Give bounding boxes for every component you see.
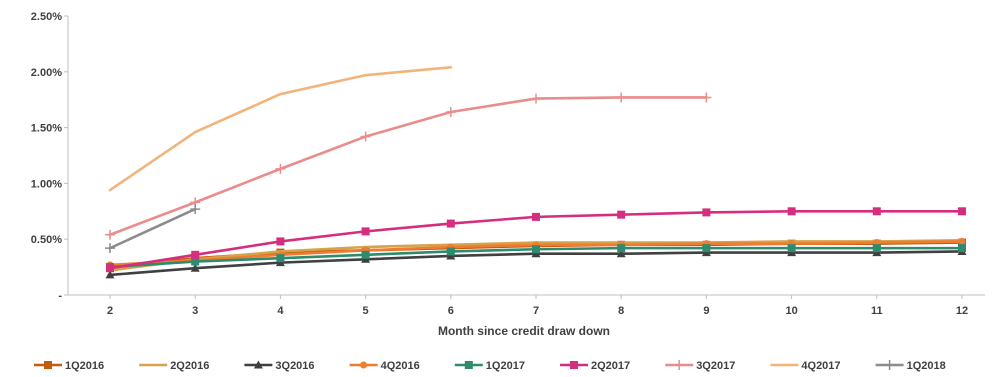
data-point-3q2017	[275, 163, 286, 174]
x-tick-label: 8	[618, 305, 624, 317]
data-point-3q2017	[701, 92, 712, 103]
legend-label: 2Q2017	[591, 360, 630, 372]
data-point-1q2018	[190, 204, 201, 215]
data-point-2q2017	[361, 227, 370, 236]
data-point-2q2017	[958, 207, 966, 216]
legend-label: 2Q2016	[170, 360, 209, 372]
data-point-2q2017	[191, 250, 200, 259]
data-point-1q2017	[361, 250, 370, 259]
series-layer	[105, 66, 967, 279]
x-tick-label: 5	[363, 305, 369, 317]
x-tick-label: 10	[785, 305, 797, 317]
data-point-2q2017	[532, 212, 540, 221]
legend: 1Q2016 2Q2016 3Q2016 4Q2016 1Q2017 2Q2017 3Q20…	[34, 360, 946, 372]
data-point-2q2017	[446, 219, 455, 228]
x-tick-label: 4	[277, 305, 284, 317]
data-point-2q2017	[787, 207, 796, 216]
legend-item-1q2016: 1Q2016	[34, 360, 104, 372]
data-point-1q2017	[191, 257, 200, 266]
legend-item-2q2016: 2Q2016	[139, 360, 209, 372]
data-point-2q2017	[872, 207, 881, 216]
x-tick-label: 2	[107, 305, 113, 317]
series-line-1q2018	[108, 207, 197, 250]
legend-label: 1Q2018	[907, 360, 946, 372]
data-point-3q2016	[616, 249, 626, 258]
x-tick-label: 7	[533, 305, 539, 317]
legend-item-3q2017: 3Q2017	[665, 360, 735, 372]
legend-item-3q2016: 3Q2016	[244, 360, 315, 372]
data-point-1q2018	[105, 243, 115, 254]
legend-label: 1Q2017	[486, 360, 525, 372]
axes-layer	[67, 16, 985, 296]
legend-item-4q2017: 4Q2017	[770, 360, 841, 372]
data-point-2q2017	[276, 237, 285, 246]
data-point-3q2017	[616, 92, 627, 103]
legend-label: 4Q2016	[381, 360, 420, 372]
series-3q2017	[105, 92, 712, 240]
series-line-4q2017	[108, 66, 453, 192]
y-tick-label: 0.50%	[31, 234, 62, 246]
x-tick-label: 3	[192, 305, 198, 317]
y-tick-label: 1.00%	[31, 178, 62, 190]
data-point-2q2017	[106, 264, 114, 273]
series-2q2017	[106, 207, 966, 273]
x-tick-label: 11	[871, 305, 883, 317]
data-point-1q2017	[958, 244, 966, 253]
series-1q2018	[105, 204, 201, 254]
legend-label: 3Q2017	[696, 360, 735, 372]
series-line-3q2017	[108, 96, 708, 237]
data-point-1q2017	[702, 244, 711, 253]
legend-marker	[44, 361, 52, 369]
legend-item-4q2016: 4Q2016	[349, 360, 420, 372]
data-point-3q2017	[360, 131, 371, 142]
data-point-3q2017	[105, 229, 115, 240]
x-axis-title: Month since credit draw down	[438, 324, 610, 338]
legend-item-1q2017: 1Q2017	[454, 360, 525, 372]
x-tick-label: 12	[956, 305, 968, 317]
legend-label: 1Q2016	[65, 360, 104, 372]
data-point-2q2017	[617, 210, 626, 219]
series-4q2017	[108, 66, 453, 192]
series-1q2017	[106, 244, 966, 272]
legend-marker	[360, 361, 368, 369]
data-point-4q2016	[958, 237, 966, 245]
legend-marker	[884, 360, 895, 370]
data-point-3q2016	[105, 270, 115, 279]
data-point-1q2017	[532, 245, 540, 254]
y-ticks: - 0.50% 1.00% 1.50% 2.00% 2.50%	[31, 11, 68, 302]
data-point-1q2017	[276, 254, 285, 263]
data-point-1q2017	[787, 244, 796, 253]
legend-label: 4Q2017	[801, 360, 840, 372]
y-tick-label: 2.00%	[31, 67, 62, 79]
legend-item-1q2018: 1Q2018	[875, 360, 946, 372]
data-point-1q2017	[872, 244, 881, 253]
x-tick-label: 9	[703, 305, 709, 317]
data-point-1q2017	[446, 247, 455, 256]
legend-marker	[570, 361, 578, 369]
legend-marker	[464, 361, 473, 369]
legend-marker	[253, 360, 263, 369]
x-tick-label: 6	[448, 305, 454, 317]
data-point-3q2017	[531, 93, 541, 104]
data-point-3q2016	[190, 263, 200, 272]
data-point-3q2017	[445, 106, 456, 117]
y-tick-label: -	[58, 290, 62, 302]
data-point-1q2017	[617, 244, 626, 253]
legend-marker	[674, 360, 685, 370]
y-tick-label: 2.50%	[31, 11, 62, 23]
y-tick-label: 1.50%	[31, 123, 62, 135]
legend-label: 3Q2016	[275, 360, 314, 372]
data-point-2q2017	[702, 208, 711, 217]
legend-item-2q2017: 2Q2017	[560, 360, 630, 372]
x-ticks: 2 3 4 5 6 7 8 9 10 11 12	[107, 295, 968, 317]
